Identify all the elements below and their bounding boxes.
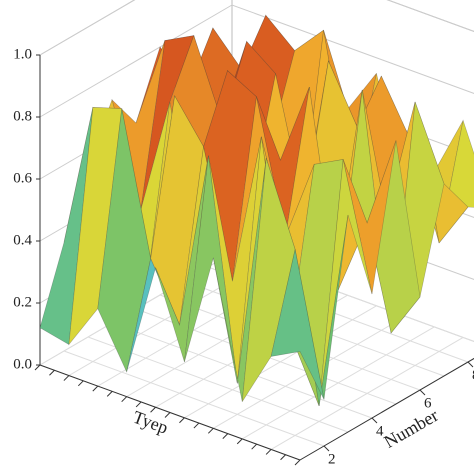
grid-line [39, 4, 474, 118]
x-minor-tick [280, 454, 286, 461]
y-tick-label: 6 [424, 395, 432, 411]
x-minor-tick [49, 369, 55, 376]
y-tick [467, 361, 474, 368]
axis-line [299, 357, 474, 461]
y-tick [323, 445, 330, 452]
x-minor-tick [294, 459, 301, 466]
x-minor-tick [251, 443, 258, 450]
x-minor-tick [106, 391, 113, 397]
x-minor-tick [150, 406, 156, 413]
x-minor-tick [77, 380, 84, 387]
x-minor-tick [34, 364, 41, 371]
y-tick-label: 8 [472, 367, 474, 383]
floor-grid [63, 350, 325, 447]
x-minor-tick [207, 427, 214, 434]
x-minor-tick [265, 449, 272, 455]
z-tick-label: 0.4 [13, 232, 32, 248]
x-axis-label: Tyep [130, 407, 170, 438]
z-tick-label: 0.8 [13, 108, 32, 124]
y-tick-label: 2 [328, 451, 336, 467]
x-minor-tick [179, 417, 185, 424]
y-axis-label: Number [381, 405, 442, 452]
y-tick-label: 4 [376, 423, 384, 439]
y-tick [419, 389, 426, 396]
grid-line [39, 0, 474, 56]
x-minor-tick [121, 396, 128, 403]
x-minor-tick [193, 422, 200, 429]
y-tick [371, 417, 378, 424]
x-minor-tick [164, 412, 171, 418]
x-minor-tick [63, 375, 70, 381]
z-tick-label: 0.6 [13, 170, 32, 186]
x-minor-tick [236, 438, 243, 445]
surface-cell [318, 159, 373, 406]
z-tick-label: 0.0 [13, 356, 32, 372]
x-minor-tick [222, 433, 229, 439]
x-minor-tick [92, 385, 99, 392]
z-tick-label: 0.2 [13, 294, 32, 310]
z-tick-label: 1.0 [13, 46, 32, 62]
x-minor-tick [135, 401, 142, 408]
surface-cell [270, 249, 325, 400]
